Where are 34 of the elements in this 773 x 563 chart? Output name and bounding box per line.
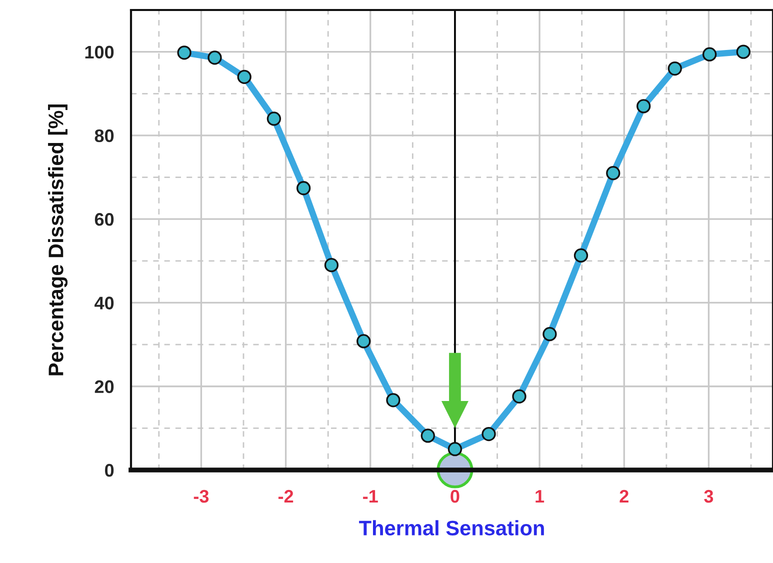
point [386, 393, 400, 408]
y-tick-label: 60 [94, 213, 114, 226]
point [574, 248, 588, 263]
x-tick-label: -2 [278, 490, 294, 503]
x-tick-label: 1 [536, 490, 544, 503]
point [702, 47, 717, 62]
point [237, 70, 252, 84]
x-tick-label: 0 [450, 490, 460, 503]
point [482, 426, 496, 442]
x-tick-label: -3 [194, 490, 209, 503]
y-tick-label: 40 [94, 296, 114, 310]
x-tick-label: 3 [704, 490, 714, 503]
x-axis-title: Thermal Sensation [359, 520, 544, 536]
x-tick-label: -1 [363, 490, 378, 503]
point [636, 99, 651, 114]
point [736, 44, 750, 59]
y-tick-label: 20 [94, 380, 114, 394]
point [208, 50, 222, 65]
point [420, 428, 435, 443]
x-tick-label: 2 [620, 490, 628, 503]
point [324, 258, 339, 272]
point [606, 166, 620, 180]
y-tick-label: 100 [85, 46, 114, 59]
y-tick-label: 80 [94, 129, 114, 142]
point [512, 389, 526, 404]
point [266, 112, 282, 126]
point [177, 46, 192, 60]
point [356, 334, 371, 348]
point [542, 327, 557, 342]
point [448, 442, 462, 456]
y-axis-title: Percentage Dissatisfied [%] [48, 104, 68, 376]
point [296, 181, 311, 196]
y-tick-label: 0 [105, 464, 114, 477]
point [668, 61, 682, 76]
